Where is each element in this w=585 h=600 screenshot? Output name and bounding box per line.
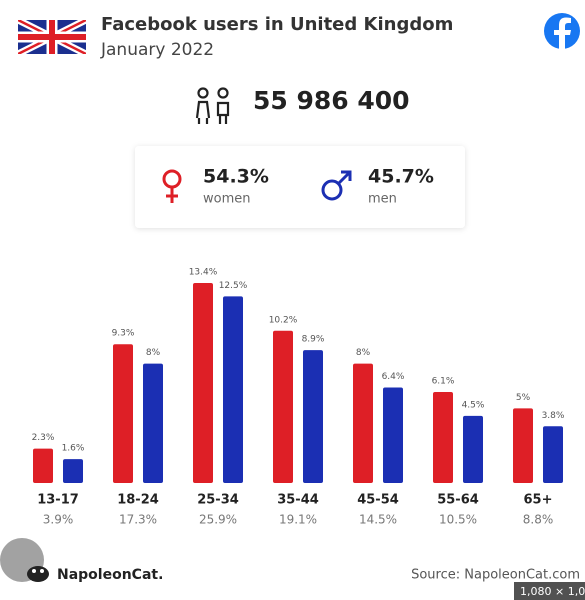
category-label: 45-54 xyxy=(357,493,399,508)
category-label: 65+ xyxy=(524,493,553,508)
women-share: 54.3% xyxy=(203,166,269,188)
value-label: 8.9% xyxy=(302,335,325,345)
bar xyxy=(273,330,293,483)
size-overlay xyxy=(514,582,585,600)
brand-logo xyxy=(27,566,49,582)
subtitle: January 2022 xyxy=(100,40,214,60)
value-label: 8% xyxy=(356,348,371,358)
bar xyxy=(433,391,453,483)
bar xyxy=(143,363,163,483)
category-label: 13-17 xyxy=(37,493,79,508)
value-label: 13.4% xyxy=(189,268,218,278)
bar xyxy=(33,448,53,483)
brand: NapoleonCat. xyxy=(57,567,163,583)
bar xyxy=(63,459,83,483)
bar xyxy=(193,283,213,483)
male-symbol xyxy=(321,170,352,201)
bar xyxy=(383,387,403,483)
bar xyxy=(513,408,533,483)
facebook-icon xyxy=(544,13,580,49)
female-symbol xyxy=(162,169,182,203)
men-share: 45.7% xyxy=(368,166,434,188)
value-label: 9.3% xyxy=(112,329,135,339)
category-share: 19.1% xyxy=(279,513,317,527)
people-icon xyxy=(195,87,230,124)
category-share: 8.8% xyxy=(523,513,554,527)
bar xyxy=(543,426,563,483)
bar xyxy=(463,415,483,483)
category-share: 25.9% xyxy=(199,513,237,527)
value-label: 4.5% xyxy=(462,400,485,410)
category-label: 18-24 xyxy=(117,493,159,508)
category-label: 55-64 xyxy=(437,493,479,508)
women-label: women xyxy=(203,192,251,207)
category-label: 25-34 xyxy=(197,493,239,508)
category-share: 10.5% xyxy=(439,513,477,527)
value-label: 5% xyxy=(516,393,531,403)
value-label: 8% xyxy=(146,348,161,358)
size-overlay-text: 1,080 × 1,0 xyxy=(520,585,585,598)
bar xyxy=(303,350,323,483)
value-label: 6.1% xyxy=(432,376,455,386)
total-users: 55 986 400 xyxy=(253,86,410,115)
bar xyxy=(353,363,373,483)
bar xyxy=(113,344,133,483)
title: Facebook users in United Kingdom xyxy=(101,14,453,35)
value-label: 1.6% xyxy=(62,444,85,454)
category-label: 35-44 xyxy=(277,493,319,508)
value-label: 12.5% xyxy=(219,281,248,291)
value-label: 10.2% xyxy=(269,315,298,325)
value-label: 6.4% xyxy=(382,372,405,382)
category-share: 17.3% xyxy=(119,513,157,527)
uk-flag xyxy=(18,20,86,54)
value-label: 2.3% xyxy=(32,433,55,443)
source: Source: NapoleonCat.com xyxy=(411,568,580,583)
bar xyxy=(223,296,243,483)
gender-card xyxy=(135,146,465,228)
men-label: men xyxy=(368,192,397,207)
category-share: 14.5% xyxy=(359,513,397,527)
value-label: 3.8% xyxy=(542,411,565,421)
category-share: 3.9% xyxy=(43,513,74,527)
